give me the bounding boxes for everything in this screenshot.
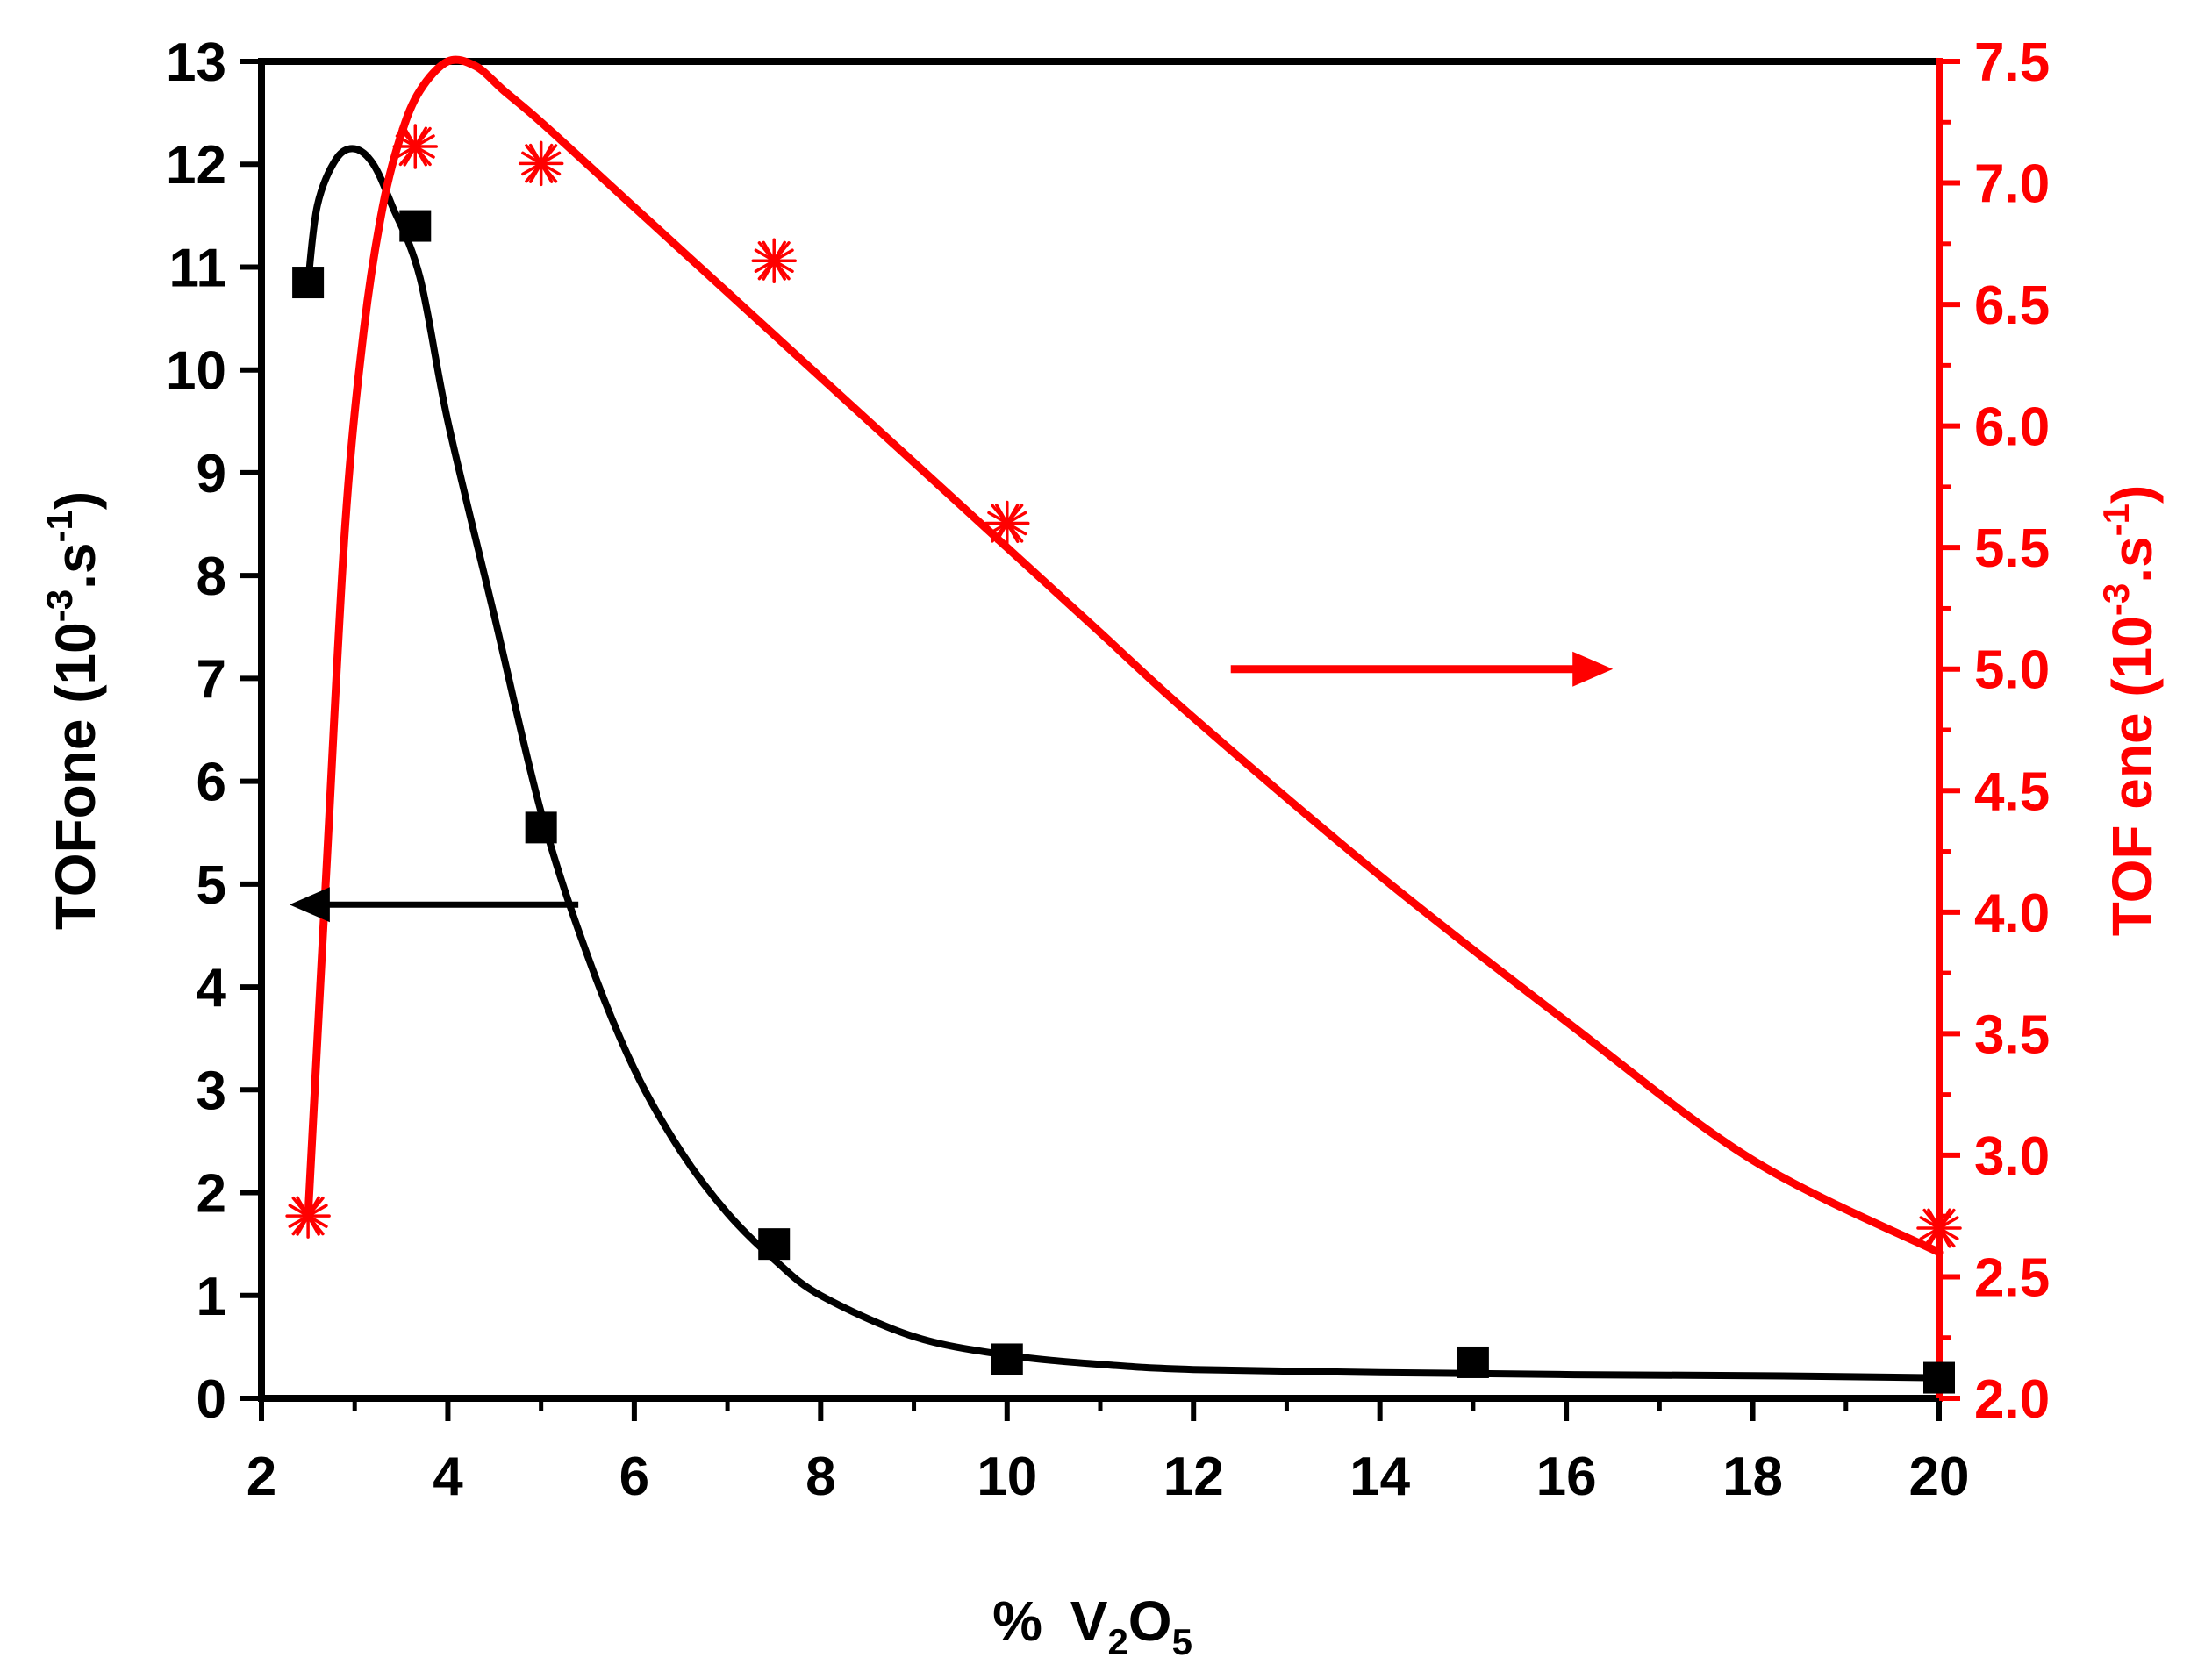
x-tick-label: 16 xyxy=(1536,1447,1597,1507)
y-left-title-sup2: -1 xyxy=(39,510,80,542)
y-left-title-end: ) xyxy=(44,491,107,510)
data-points-group xyxy=(285,124,1962,1394)
x-tick-label: 18 xyxy=(1722,1447,1783,1507)
arrow-right xyxy=(1230,651,1614,687)
y-right-title-sup1: -3 xyxy=(2095,583,2137,616)
x-tick-label: 6 xyxy=(619,1447,649,1507)
y-left-tick-label: 11 xyxy=(168,238,226,298)
y-left-title-main: TOFone (10 xyxy=(44,622,107,930)
y-left-tick-label: 6 xyxy=(197,753,226,813)
y-left-tick-label: 5 xyxy=(197,855,226,916)
x-axis-title-v-sub: 2 xyxy=(1107,1621,1127,1662)
x-tick-label: 4 xyxy=(433,1447,463,1507)
x-tick-label: 10 xyxy=(977,1447,1037,1507)
data-point-tof-ene xyxy=(984,500,1030,547)
arrow-left xyxy=(289,887,579,923)
y-left-tick-label: 4 xyxy=(197,958,227,1018)
data-point-tofone xyxy=(758,1228,791,1261)
x-tick-label: 14 xyxy=(1349,1447,1410,1507)
y-right-tick-label: 5.0 xyxy=(1974,640,2050,701)
y-left-tick-label: 0 xyxy=(197,1369,226,1430)
y-right-tick-label: 6.5 xyxy=(1974,275,2050,336)
y-right-tick-label: 3.0 xyxy=(1974,1126,2050,1187)
y-right-title-mid: .s xyxy=(2101,536,2164,582)
y-left-tick-label: 13 xyxy=(166,32,226,93)
x-axis-title-prefix: % xyxy=(992,1590,1058,1653)
fit-line-tofone xyxy=(304,145,1943,1382)
y-left-tick-label: 7 xyxy=(197,649,226,710)
y-right-tick-label: 3.5 xyxy=(1974,1004,2050,1065)
fit-lines-group xyxy=(304,55,1944,1382)
y-left-axis-title: TOFone (10-3.s-1) xyxy=(39,491,107,930)
y-right-axis-title: TOF ene (10-3.s-1) xyxy=(2095,485,2164,937)
fit-line-tof-ene xyxy=(304,55,1944,1257)
y-left-title-sup1: -3 xyxy=(39,589,80,622)
y-left-tick-label: 3 xyxy=(197,1061,226,1121)
data-point-tofone xyxy=(399,210,432,242)
x-tick-label: 2 xyxy=(247,1447,276,1507)
data-point-tofone xyxy=(1457,1346,1489,1378)
axes-group: 2 4 6 8 10 12 14 16 18 200123456789101112132.02.5… xyxy=(166,32,2050,1507)
x-axis-title-v: V xyxy=(1070,1590,1108,1653)
x-axis-title-o-sub: 5 xyxy=(1172,1621,1192,1662)
y-right-title-end: ) xyxy=(2101,485,2164,504)
y-left-tick-label: 8 xyxy=(197,547,226,607)
y-right-tick-label: 7.5 xyxy=(1974,32,2050,93)
data-point-tof-ene xyxy=(1916,1205,1962,1251)
x-axis-title-o: O xyxy=(1128,1590,1172,1653)
data-point-tofone xyxy=(991,1343,1023,1375)
data-point-tof-ene xyxy=(518,140,564,187)
x-tick-label: 8 xyxy=(805,1447,835,1507)
arrows-group xyxy=(289,651,1614,923)
y-left-tick-label: 10 xyxy=(166,341,226,402)
y-right-title-main: TOF ene (10 xyxy=(2101,616,2164,936)
y-right-tick-label: 4.5 xyxy=(1974,761,2050,822)
y-left-title-mid: .s xyxy=(44,543,107,589)
y-right-tick-label: 5.5 xyxy=(1974,518,2050,579)
y-right-tick-label: 2.5 xyxy=(1974,1247,2050,1308)
x-tick-label: 12 xyxy=(1163,1447,1224,1507)
y-left-tick-label: 2 xyxy=(197,1164,226,1225)
data-point-tofone xyxy=(525,811,557,844)
y-right-tick-label: 6.0 xyxy=(1974,397,2050,458)
y-left-tick-label: 12 xyxy=(166,135,226,196)
y-right-title-sup2: -1 xyxy=(2095,504,2137,536)
data-point-tof-ene xyxy=(285,1193,331,1239)
y-right-tick-label: 2.0 xyxy=(1974,1369,2050,1430)
data-point-tofone xyxy=(292,267,325,299)
y-left-tick-label: 9 xyxy=(197,444,226,504)
x-tick-label: 20 xyxy=(1909,1447,1970,1507)
data-point-tofone xyxy=(1923,1361,1955,1394)
y-right-tick-label: 4.0 xyxy=(1974,883,2050,944)
y-right-tick-label: 7.0 xyxy=(1974,154,2050,215)
y-left-tick-label: 1 xyxy=(197,1267,226,1327)
x-axis-title: % V2O5 xyxy=(992,1590,1192,1662)
data-point-tof-ene xyxy=(392,124,439,169)
data-point-tof-ene xyxy=(751,238,797,283)
